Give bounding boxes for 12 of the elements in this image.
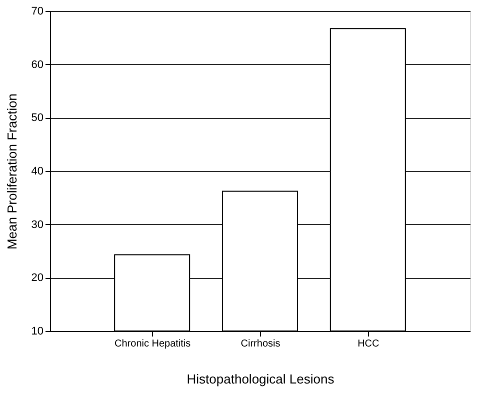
x-tick-label: HCC <box>358 338 380 350</box>
y-tick-label: 60 <box>31 58 44 71</box>
x-axis-title: Histopathological Lesions <box>186 372 335 386</box>
x-tick-label: Chronic Hepatitis <box>114 338 191 350</box>
y-tick-label: 50 <box>31 112 44 124</box>
y-axis-title: Mean Proliferation Fraction <box>4 93 20 250</box>
x-tick-label: Cirrhosis <box>240 338 280 350</box>
y-tick-label: 40 <box>31 166 44 178</box>
y-tick-label: 70 <box>31 6 44 18</box>
y-tick-label: 30 <box>31 218 44 231</box>
y-tick-label: 10 <box>31 326 44 338</box>
y-tick-label: 20 <box>31 272 44 284</box>
